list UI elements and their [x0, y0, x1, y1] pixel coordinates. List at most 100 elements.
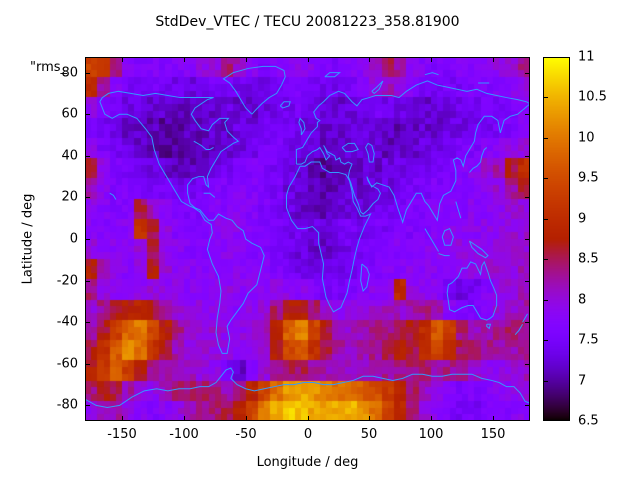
coastlines-svg	[85, 57, 530, 421]
y-tick-mark	[85, 405, 90, 406]
x-tick-mark	[246, 416, 247, 421]
x-tick-mark	[184, 416, 185, 421]
coastline-japan	[469, 147, 486, 172]
colorbar-tick-mark	[543, 420, 548, 421]
x-tick-label: -100	[169, 427, 199, 442]
colorbar-tick-mark	[543, 97, 548, 98]
coastline-nz-north	[523, 314, 528, 322]
coastline-nz-south	[515, 324, 522, 334]
y-tick-label: -40	[56, 314, 78, 330]
colorbar	[543, 57, 570, 421]
coastline-java	[439, 254, 450, 256]
y-tick-mark-right	[525, 73, 530, 74]
colorbar-tick-mark	[543, 300, 548, 301]
colorbar-tick-label: 9	[578, 211, 587, 227]
y-tick-label: -20	[56, 273, 78, 289]
colorbar-tick-mark	[543, 381, 548, 382]
x-tick-mark-top	[308, 57, 309, 62]
colorbar-tick-label: 9.5	[578, 170, 599, 186]
x-tick-label: 50	[360, 427, 378, 442]
coastline-svalbard	[325, 73, 340, 77]
coastline-americas	[100, 91, 264, 353]
y-tick-label: 40	[61, 148, 78, 164]
y-tick-mark-right	[525, 364, 530, 365]
y-tick-mark-right	[525, 322, 530, 323]
x-tick-mark	[308, 416, 309, 421]
colorbar-tick-mark	[543, 340, 548, 341]
x-tick-mark-top	[246, 57, 247, 62]
colorbar-canvas	[543, 57, 570, 421]
colorbar-tick-label: 10.5	[578, 89, 607, 105]
y-tick-mark-right	[525, 281, 530, 282]
y-tick-mark	[85, 156, 90, 157]
y-tick-mark	[85, 197, 90, 198]
y-tick-mark	[85, 364, 90, 365]
y-axis-title: Latitude / deg	[20, 193, 36, 285]
x-tick-mark-top	[184, 57, 185, 62]
y-tick-mark-right	[525, 405, 530, 406]
colorbar-tick-label: 10	[578, 130, 595, 146]
plot-title: StdDev_VTEC / TECU 20081223_358.81900	[155, 14, 460, 30]
colorbar-tick-mark	[543, 138, 548, 139]
y-tick-mark	[85, 281, 90, 282]
coastline-iceland	[280, 102, 290, 108]
colorbar-tick-mark	[543, 178, 548, 179]
coastline-australia	[447, 262, 496, 320]
y-tick-mark-right	[525, 197, 530, 198]
x-tick-label: 0	[303, 427, 313, 442]
y-tick-mark	[85, 114, 90, 115]
y-tick-label: 80	[61, 65, 78, 81]
coastline-black-sea	[342, 143, 358, 151]
colorbar-tick-mark	[543, 57, 548, 58]
y-tick-mark	[85, 322, 90, 323]
coastline-eurasia	[296, 81, 530, 222]
y-tick-label: 20	[61, 189, 78, 205]
coastline-great-lakes	[194, 141, 214, 149]
colorbar-tick-mark	[543, 219, 548, 220]
x-tick-label: 150	[480, 427, 506, 442]
coastline-antarctica	[85, 368, 530, 408]
coastline-new-guinea	[469, 241, 488, 258]
coastline-philippines	[456, 202, 461, 219]
coastline-hawaii	[110, 193, 116, 199]
coastline-severnaya-zemlya	[425, 73, 439, 75]
y-tick-mark-right	[525, 239, 530, 240]
overlay-rms-label: "rms_	[30, 60, 68, 75]
x-tick-mark	[369, 416, 370, 421]
coastline-uk	[299, 118, 305, 135]
x-tick-mark-top	[122, 57, 123, 62]
coastline-cuba	[204, 193, 215, 197]
coastline-greenland	[223, 66, 285, 114]
plot-area	[85, 57, 530, 421]
x-tick-mark	[122, 416, 123, 421]
y-tick-label: -80	[56, 397, 78, 413]
y-tick-label: 60	[61, 106, 78, 122]
x-tick-mark-top	[431, 57, 432, 62]
colorbar-tick-label: 7	[578, 373, 587, 389]
colorbar-tick-mark	[543, 259, 548, 260]
colorbar-tick-label: 6.5	[578, 413, 599, 429]
x-tick-mark	[431, 416, 432, 421]
x-tick-mark-top	[493, 57, 494, 62]
y-tick-mark-right	[525, 156, 530, 157]
x-tick-label: -150	[107, 427, 137, 442]
y-tick-label: 0	[69, 231, 78, 247]
x-tick-mark-top	[369, 57, 370, 62]
coastline-sumatra	[425, 229, 439, 252]
coastline-africa	[286, 162, 370, 312]
coastline-madagascar	[361, 264, 370, 291]
coastline-borneo	[442, 229, 453, 246]
coastline-novaya-zemlya	[372, 81, 383, 93]
y-tick-mark-right	[525, 114, 530, 115]
x-tick-label: 100	[418, 427, 444, 442]
heatmap-canvas	[85, 57, 530, 421]
y-tick-mark	[85, 73, 90, 74]
x-tick-label: -50	[235, 427, 257, 442]
colorbar-tick-label: 7.5	[578, 332, 599, 348]
x-axis-title: Longitude / deg	[256, 455, 359, 470]
x-tick-mark	[493, 416, 494, 421]
colorbar-tick-label: 8.5	[578, 251, 599, 267]
coastline-caspian-sea	[366, 143, 375, 162]
y-tick-mark	[85, 239, 90, 240]
